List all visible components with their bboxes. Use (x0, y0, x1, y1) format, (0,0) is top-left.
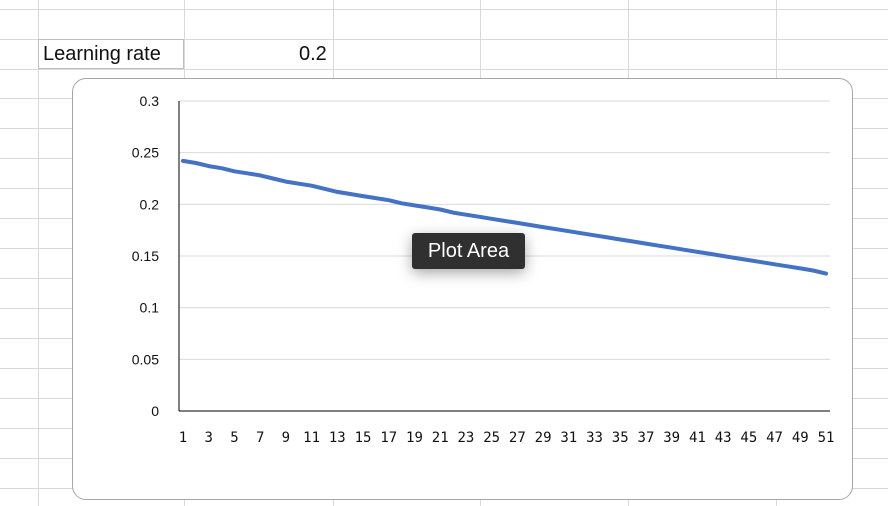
row-gridline (0, 9, 888, 10)
x-tick-label: 17 (380, 430, 397, 446)
x-tick-label: 39 (663, 430, 680, 446)
x-tick-label: 1 (179, 430, 187, 446)
line-chart[interactable]: 0 0.05 0.1 0.15 0.2 0.25 0.3 1 3 5 7 9 11 13 15 17 19 21 2… (72, 78, 853, 500)
x-tick-label: 35 (612, 430, 629, 446)
x-tick-label: 37 (638, 430, 655, 446)
x-tick-label: 33 (586, 430, 603, 446)
cell-learning-rate-label[interactable] (38, 39, 184, 69)
series-line (181, 158, 828, 276)
x-tick-label: 5 (230, 430, 238, 446)
y-tick-label: 0.3 (140, 93, 160, 109)
x-tick-label: 23 (457, 430, 474, 446)
y-tick-label: 0.25 (132, 145, 159, 161)
x-tick-label: 13 (329, 430, 346, 446)
x-tick-label: 15 (355, 430, 372, 446)
x-tick-label: 29 (535, 430, 552, 446)
y-tick-label: 0 (151, 403, 159, 419)
x-tick-label: 9 (282, 430, 290, 446)
plot-area-tooltip: Plot Area (412, 233, 525, 269)
x-tick-label: 43 (715, 430, 732, 446)
row-gridline (0, 39, 888, 40)
x-tick-label: 21 (432, 430, 449, 446)
x-tick-label: 19 (406, 430, 423, 446)
learning-rate-value[interactable]: 0.2 (299, 43, 327, 65)
y-tick-label: 0.05 (132, 351, 159, 367)
y-tick-label: 0.15 (132, 248, 159, 264)
x-tick-label: 7 (256, 430, 264, 446)
y-tick-label: 0.2 (140, 196, 160, 212)
x-tick-label: 27 (509, 430, 526, 446)
column-gridline (38, 0, 39, 506)
x-tick-label: 31 (560, 430, 577, 446)
x-tick-label: 47 (766, 430, 783, 446)
x-tick-label: 41 (689, 430, 706, 446)
chart-canvas: 00.050.10.150.20.250.31 3 5 7 9 11 13 15 17 19 21 2… (132, 93, 835, 446)
x-tick-label: 49 (792, 430, 809, 446)
x-tick-label: 51 (818, 430, 835, 446)
learning-rate-label: Learning rate (43, 43, 161, 65)
y-tick-label: 0.1 (140, 300, 160, 316)
row-gridline (0, 69, 888, 70)
x-tick-label: 25 (483, 430, 500, 446)
x-tick-label: 11 (303, 430, 320, 446)
x-tick-label: 45 (740, 430, 757, 446)
x-tick-label: 3 (205, 430, 213, 446)
